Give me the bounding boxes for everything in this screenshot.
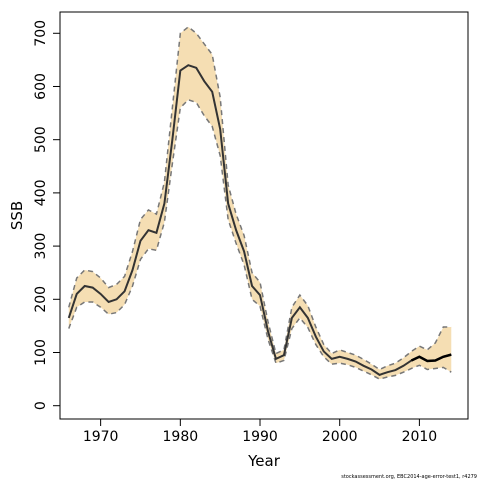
y-tick-label: 500 [33,126,49,153]
x-axis: 1970 1980 1990 2000 2010 [83,419,437,445]
estimate-line [67,64,452,376]
x-axis-label: Year [247,452,281,470]
confidence-band [68,26,452,380]
y-tick-label: 200 [33,286,49,313]
footnote: stockassessment.org, EBC2014-age-error-t… [341,474,477,480]
y-tick-label: 700 [33,20,49,47]
plot-area [59,11,469,420]
series-line-layer [67,25,452,380]
y-tick-label: 300 [33,233,49,260]
confidence-band-layer [68,26,452,380]
x-tick-label: 2010 [402,429,438,445]
y-axis-label: SSB [8,201,26,230]
lower-bound-line [68,98,452,380]
y-tick-label: 600 [33,73,49,100]
y-tick-label: 400 [33,180,49,207]
estimate-line-final [410,353,452,363]
x-tick-label: 1970 [83,429,119,445]
x-tick-label: 2000 [322,429,358,445]
y-axis: 0 100 200 300 400 500 600 700 [33,20,60,410]
x-tick-label: 1980 [163,429,199,445]
upper-bound-line [68,25,452,371]
x-tick-label: 1990 [242,429,278,445]
y-tick-label: 100 [33,339,49,366]
y-tick-label: 0 [33,401,49,410]
